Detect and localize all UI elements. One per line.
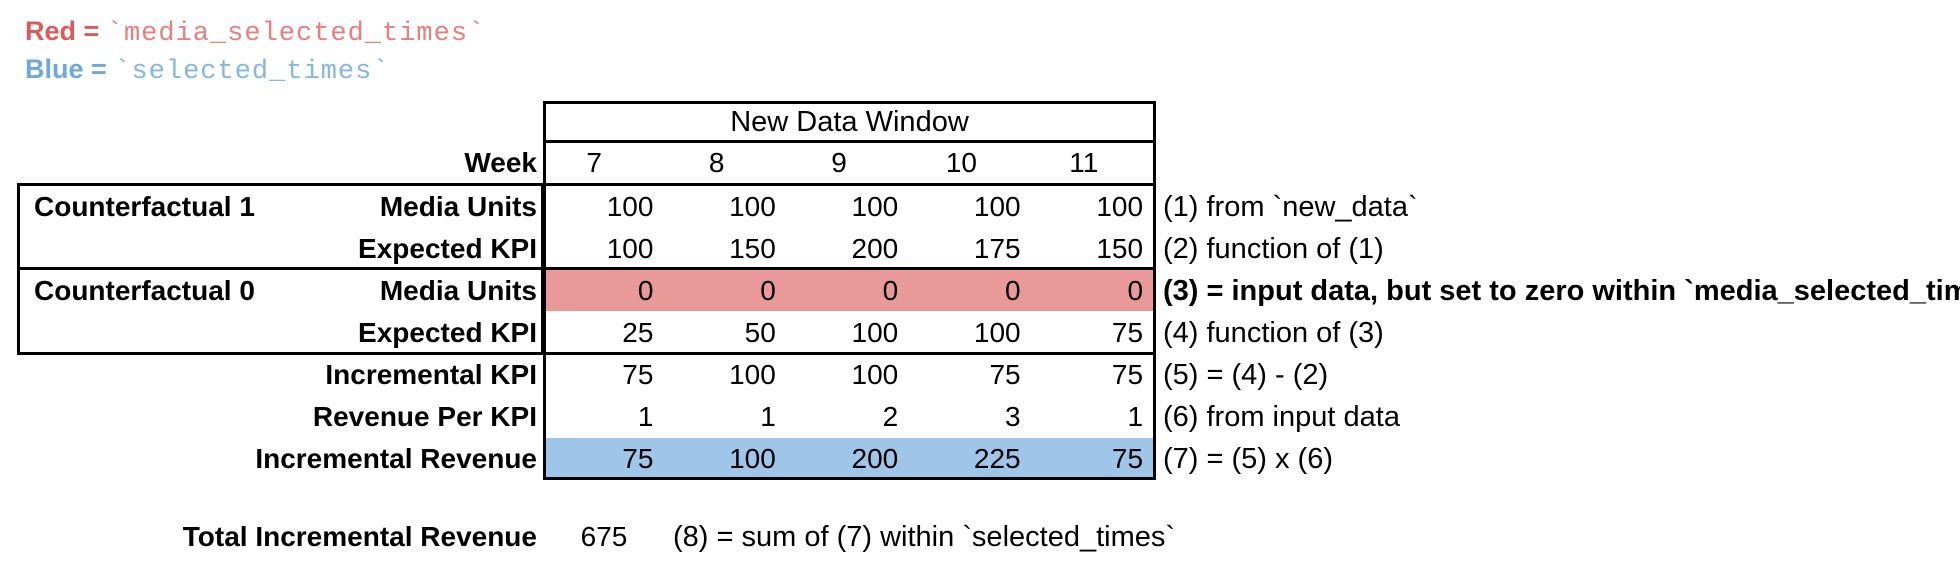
table-row: Expected KPI 25 50 100 100 75 (4) functi… (0, 312, 1960, 354)
row-values: 0 0 0 0 0 (543, 270, 1155, 312)
table-row: Incremental KPI 75 100 100 75 75 (5) = (… (0, 354, 1960, 396)
cell-value: 100 (851, 359, 899, 390)
divider-counterfactual-groups (17, 267, 1156, 270)
row-annotation: (3) = input data, but set to zero within… (1163, 275, 1960, 307)
cell-value: 0 (1127, 275, 1144, 306)
row-label: Incremental Revenue (255, 443, 537, 474)
cell-value: 150 (1096, 233, 1144, 264)
row-annotation: (4) function of (3) (1163, 317, 1384, 349)
week-value: 8 (708, 147, 725, 178)
cell-value: 100 (606, 191, 654, 222)
cell-value: 75 (1111, 317, 1144, 348)
cell-value: 100 (729, 191, 776, 222)
row-label: Revenue Per KPI (312, 401, 537, 432)
row-values: 100 100 100 100 100 (543, 186, 1155, 228)
row-values: 75 100 100 75 75 (543, 354, 1155, 396)
cell-value: 0 (882, 275, 899, 306)
legend: Red = `media_selected_times` Blue = `sel… (25, 12, 485, 88)
row-label: Expected KPI (358, 233, 537, 264)
cell-value: 75 (989, 359, 1021, 390)
week-value: 11 (1069, 147, 1099, 178)
divider-under-week-row (543, 183, 1156, 186)
row-annotation: (6) from input data (1163, 401, 1400, 433)
week-value: 7 (586, 147, 602, 178)
legend-blue-label: Blue = (25, 54, 115, 84)
legend-red-label: Red = (25, 16, 107, 46)
row-annotation: (5) = (4) - (2) (1163, 359, 1329, 391)
cell-value: 3 (1005, 401, 1021, 432)
row-label: Media Units (379, 191, 537, 222)
legend-red-code: `media_selected_times` (106, 19, 486, 49)
total-row: Total Incremental Revenue 675 (8) = sum … (0, 516, 1960, 558)
total-value: 675 (580, 521, 628, 552)
row-label: Expected KPI (358, 317, 537, 348)
week-value: 10 (945, 147, 977, 178)
week-value: 9 (831, 147, 847, 178)
total-annotation: (8) = sum of (7) within `selected_times` (673, 521, 1176, 553)
row-annotation: (2) function of (1) (1163, 233, 1384, 265)
cell-value: 200 (851, 443, 899, 474)
cell-value: 75 (1111, 359, 1144, 390)
cell-value: 100 (1096, 191, 1144, 222)
row-annotation: (7) = (5) x (6) (1163, 443, 1333, 475)
group-label: Counterfactual 1 (34, 191, 255, 222)
media-selected-times-highlight (546, 270, 1153, 311)
divider-under-expected-kpi (543, 352, 1156, 355)
table-row: Expected KPI 100 150 200 175 150 (2) fun… (0, 228, 1960, 270)
data-table-border (543, 101, 1156, 480)
cell-value: 100 (606, 233, 654, 264)
legend-red-line: Red = `media_selected_times` (25, 12, 485, 50)
cell-value: 75 (1111, 443, 1144, 474)
cell-value: 25 (622, 317, 654, 348)
week-label: Week (464, 147, 537, 178)
cell-value: 100 (973, 317, 1021, 348)
cell-value: 100 (729, 443, 776, 474)
table-title: New Data Window (730, 106, 969, 138)
week-row: Week 7 8 9 10 11 (0, 142, 1960, 184)
cell-value: 200 (851, 233, 899, 264)
cell-value: 150 (729, 233, 776, 264)
row-values: 75 100 200 225 75 (543, 438, 1155, 480)
table-row: Incremental Revenue 75 100 200 225 75 (7… (0, 438, 1960, 480)
cell-value: 100 (973, 191, 1021, 222)
table-row: Counterfactual 0 Media Units 0 0 0 0 0 (… (0, 270, 1960, 312)
cell-value: 175 (973, 233, 1021, 264)
legend-blue-line: Blue = `selected_times` (25, 50, 485, 88)
cell-value: 100 (851, 317, 899, 348)
cell-value: 0 (1005, 275, 1021, 306)
row-values: 1 1 2 3 1 (543, 396, 1155, 438)
row-values: 100 150 200 175 150 (543, 228, 1155, 270)
cell-value: 100 (851, 191, 899, 222)
week-values: 7 8 9 10 11 (543, 142, 1155, 184)
row-values: 25 50 100 100 75 (543, 312, 1155, 354)
cell-value: 1 (1127, 401, 1144, 432)
cell-value: 1 (760, 401, 776, 432)
cell-value: 1 (637, 401, 654, 432)
total-label: Total Incremental Revenue (182, 521, 537, 552)
legend-blue-code: `selected_times` (114, 57, 390, 87)
selected-times-highlight (546, 438, 1153, 477)
cell-value: 0 (637, 275, 654, 306)
cell-value: 50 (744, 317, 776, 348)
row-label: Incremental KPI (325, 359, 537, 390)
table-row: Counterfactual 1 Media Units 100 100 100… (0, 186, 1960, 228)
row-annotation: (1) from `new_data` (1163, 191, 1418, 223)
row-label: Media Units (379, 275, 537, 306)
cell-value: 2 (882, 401, 899, 432)
cell-value: 100 (729, 359, 776, 390)
group-label: Counterfactual 0 (34, 275, 255, 306)
cell-value: 75 (622, 443, 654, 474)
cell-value: 0 (760, 275, 776, 306)
cell-value: 75 (622, 359, 654, 390)
divider-under-header (543, 140, 1156, 143)
cell-value: 225 (973, 443, 1021, 474)
table-row: Revenue Per KPI 1 1 2 3 1 (6) from input… (0, 396, 1960, 438)
